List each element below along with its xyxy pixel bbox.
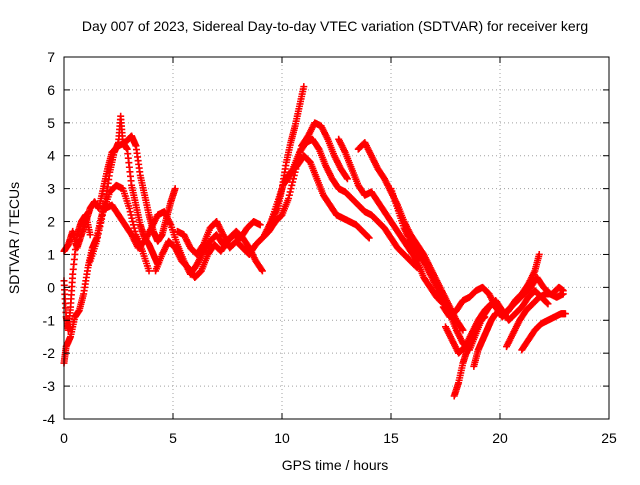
- data-point: [258, 267, 266, 275]
- y-tick-label: 3: [47, 181, 55, 197]
- data-point: [98, 211, 106, 219]
- data-point: [94, 234, 102, 242]
- data-point: [171, 185, 179, 193]
- data-point: [129, 221, 137, 229]
- data-point: [126, 208, 134, 216]
- data-point: [286, 188, 294, 196]
- y-tick-label: 2: [47, 214, 55, 230]
- data-point: [459, 326, 467, 334]
- y-tick-label: 6: [47, 82, 55, 98]
- series-arc-16: [450, 313, 489, 400]
- data-point: [481, 313, 489, 321]
- y-tick-label: -1: [43, 312, 56, 328]
- data-point: [256, 221, 264, 229]
- series-arc-10: [282, 135, 421, 272]
- x-tick-label: 10: [274, 430, 290, 446]
- x-tick-label: 5: [169, 430, 177, 446]
- series-arc-15: [439, 250, 543, 321]
- data-point: [365, 234, 373, 242]
- data-point: [458, 325, 466, 333]
- series-arc-18: [503, 283, 567, 351]
- y-tick-label: -4: [43, 411, 56, 427]
- data-point: [129, 218, 137, 226]
- series-arc-11: [335, 135, 447, 308]
- data-point: [131, 227, 139, 235]
- data-point: [95, 226, 103, 234]
- data-point: [94, 230, 102, 238]
- data-point: [343, 174, 351, 182]
- data-point: [300, 83, 308, 91]
- data-point: [285, 195, 293, 203]
- data-point: [285, 191, 293, 199]
- data-point: [364, 233, 372, 241]
- data-point: [93, 237, 101, 245]
- series-arc-3: [60, 132, 179, 255]
- data-point: [559, 287, 567, 295]
- axis-ticks: -4 -3 -2 -1 0 1 2 3 4 5 6 7 0 5 10 15 20 25: [43, 49, 617, 446]
- data-point: [543, 299, 551, 307]
- y-axis-label: SDTVAR / TECUs: [6, 182, 22, 294]
- plot-frame: [63, 56, 610, 420]
- series-arc-13: [387, 185, 552, 354]
- y-tick-label: 0: [47, 279, 55, 295]
- x-tick-label: 15: [383, 430, 399, 446]
- data-point: [544, 300, 552, 308]
- data-points: [60, 83, 569, 400]
- series-arc-19: [518, 310, 569, 354]
- data-point: [492, 310, 500, 318]
- y-tick-label: 7: [47, 49, 55, 65]
- series-arc-4: [86, 181, 153, 275]
- data-point: [125, 204, 133, 212]
- x-tick-label: 20: [492, 430, 508, 446]
- data-point: [561, 310, 569, 318]
- x-tick-label: 0: [60, 430, 68, 446]
- x-axis-label: GPS time / hours: [282, 457, 389, 473]
- data-point: [258, 266, 266, 274]
- y-tick-label: 1: [47, 246, 55, 262]
- series-arc-17: [470, 310, 500, 370]
- data-point: [288, 181, 296, 189]
- data-point: [343, 175, 351, 183]
- chart-title: Day 007 of 2023, Sidereal Day-to-day VTE…: [82, 18, 588, 34]
- data-point: [128, 214, 136, 222]
- series-arc-6: [152, 218, 264, 281]
- x-tick-label: 25: [601, 430, 617, 446]
- data-point: [289, 178, 297, 186]
- data-point: [287, 185, 295, 193]
- data-point: [96, 222, 104, 230]
- data-point: [98, 215, 106, 223]
- data-point: [127, 211, 135, 219]
- data-point: [86, 231, 94, 239]
- y-tick-label: 4: [47, 148, 55, 164]
- y-tick-label: 5: [47, 115, 55, 131]
- data-point: [535, 250, 543, 258]
- y-tick-label: -3: [43, 378, 56, 394]
- data-point: [130, 224, 138, 232]
- data-point: [97, 219, 105, 227]
- data-point: [145, 267, 153, 275]
- y-tick-label: -2: [43, 345, 56, 361]
